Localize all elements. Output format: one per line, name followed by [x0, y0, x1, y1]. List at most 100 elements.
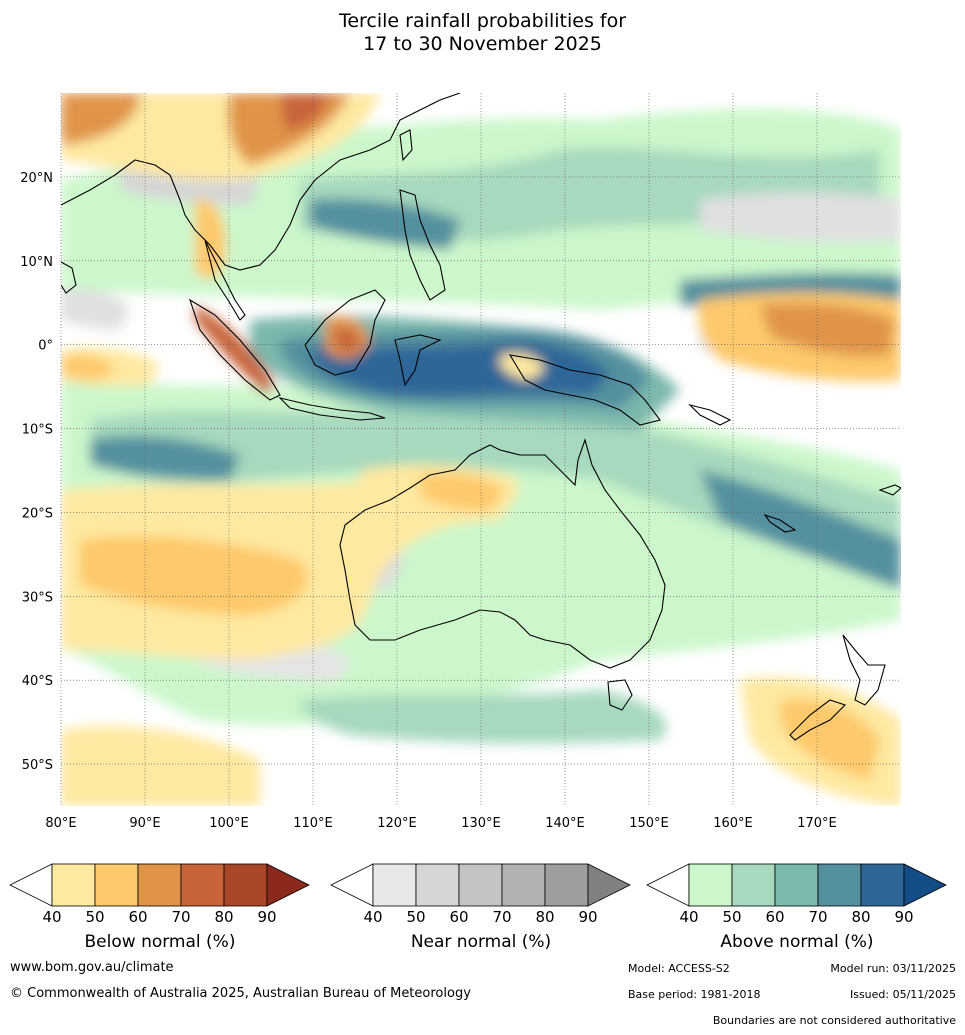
above-50-southern-ocean — [300, 690, 667, 744]
latitude-tick-label: 50°S — [22, 758, 53, 773]
colorbar-tick-label: 40 — [42, 908, 61, 926]
latitude-labels: 20°N 10°N 0° 10°S 20°S 30°S 40°S 50°S — [20, 171, 53, 773]
colorbar-0: 40 50 60 70 80 90 — [9, 863, 310, 926]
sumatra-coastline — [189, 298, 281, 401]
longitude-tick-label: 140°E — [545, 816, 585, 831]
model-run: Model run: 03/11/2025 — [830, 962, 956, 975]
malay-peninsula-coastline — [204, 239, 246, 321]
below-40-png-east — [500, 353, 545, 380]
colorbar-tick-label: 40 — [679, 908, 698, 926]
above-80-maritime — [310, 340, 610, 397]
longitude-tick-label: 160°E — [713, 816, 753, 831]
longitude-tick-label: 100°E — [209, 816, 249, 831]
colorbar-under-arrow — [9, 863, 53, 907]
longitude-tick-label: 120°E — [377, 816, 417, 831]
longitude-tick-label: 80°E — [45, 816, 76, 831]
below-70-borneo — [335, 328, 360, 353]
latitude-tick-label: 40°S — [22, 674, 53, 689]
latitude-tick-label: 30°S — [22, 590, 53, 605]
colorbar-tick-label: 60 — [765, 908, 784, 926]
title-line-1: Tercile rainfall probabilities for — [338, 10, 627, 32]
colorbar-segment — [731, 863, 776, 907]
below-50-eq-indian — [61, 354, 115, 380]
colorbar-segment — [688, 863, 733, 907]
latitude-tick-label: 0° — [38, 339, 53, 354]
colorbars: 40 50 60 70 80 90 40 50 60 70 80 90 40 50 60 70 80 90 — [9, 863, 947, 926]
colorbar-segment — [223, 863, 268, 907]
colorbar-2: 40 50 60 70 80 90 — [646, 863, 947, 926]
sulawesi-coastline — [394, 334, 442, 387]
sri-lanka-coastline — [61, 261, 77, 294]
near-normal-patch-3 — [61, 288, 130, 330]
near-normal-label: Near normal (%) — [410, 932, 552, 952]
above-normal-label: Above normal (%) — [720, 932, 874, 952]
longitude-tick-label: 130°E — [461, 816, 501, 831]
colorbar-segment — [137, 863, 182, 907]
latitude-tick-label: 20°S — [22, 506, 53, 521]
colorbar-segment — [372, 863, 417, 907]
latitude-tick-label: 20°N — [20, 171, 53, 186]
colorbar-tick-label: 70 — [808, 908, 827, 926]
colorbar-tick-label: 50 — [85, 908, 104, 926]
colorbar-tick-label: 90 — [578, 908, 597, 926]
base-period: Base period: 1981-2018 — [628, 988, 761, 1001]
colorbar-segment — [180, 863, 225, 907]
below-60-sumatra — [195, 305, 275, 395]
colorbar-segment — [51, 863, 96, 907]
issued-date: Issued: 05/11/2025 — [849, 988, 956, 1001]
colorbar-tick-label: 80 — [851, 908, 870, 926]
solomon-islands — [688, 403, 732, 426]
new-zealand-south-island — [789, 699, 847, 741]
below-60-asia — [61, 93, 140, 145]
taiwan-coastline — [399, 129, 413, 162]
colorbar-segment — [817, 863, 862, 907]
colorbar-tick-label: 60 — [128, 908, 147, 926]
longitude-labels: 80°E 90°E 100°E 110°E 120°E 130°E 140°E 150°E 16… — [45, 816, 836, 831]
colorbar-tick-label: 90 — [257, 908, 276, 926]
near-normal-patch-2 — [700, 192, 901, 242]
colorbar-over-arrow — [266, 863, 310, 907]
colorbar-tick-label: 90 — [894, 908, 913, 926]
above-70-south-pacific — [700, 470, 901, 590]
website-link[interactable]: www.bom.gov.au/climate — [10, 960, 174, 975]
below-70-china — [280, 93, 330, 130]
longitude-tick-label: 170°E — [797, 816, 837, 831]
title-line-2: 17 to 30 November 2025 — [363, 33, 602, 55]
below-50-south-indian — [80, 536, 308, 615]
fiji — [878, 484, 901, 496]
below-50-indochina — [195, 199, 226, 279]
australia-coastline — [339, 438, 666, 669]
below-40-far-south — [61, 726, 260, 806]
below-60-central-pacific — [760, 303, 895, 357]
above-50-region — [90, 408, 901, 580]
new-guinea-coastline — [508, 354, 661, 426]
colorbar-over-arrow — [903, 863, 947, 907]
model-name: Model: ACCESS-S2 — [628, 962, 730, 975]
latitude-tick-label: 10°S — [22, 423, 53, 438]
colorbar-tick-label: 70 — [171, 908, 190, 926]
colorbar-segment — [544, 863, 589, 907]
colorbar-tick-label: 80 — [214, 908, 233, 926]
colorbar-tick-label: 80 — [535, 908, 554, 926]
longitude-tick-label: 150°E — [629, 816, 669, 831]
above-70-indian-ocean — [90, 435, 240, 480]
colorbar-1: 40 50 60 70 80 90 — [330, 863, 631, 926]
longitude-tick-label: 90°E — [129, 816, 160, 831]
java-coastline — [278, 397, 386, 421]
above-70-north-pacific — [310, 198, 460, 250]
philippines-coastline — [399, 189, 446, 301]
colorbar-tick-label: 70 — [492, 908, 511, 926]
below-normal-label: Below normal (%) — [84, 932, 236, 952]
colorbar-under-arrow — [330, 863, 374, 907]
latitude-tick-label: 10°N — [20, 255, 53, 270]
new-caledonia — [763, 513, 797, 533]
new-zealand-north-island — [842, 634, 886, 706]
longitude-tick-label: 110°E — [293, 816, 333, 831]
colorbar-tick-label: 50 — [406, 908, 425, 926]
colorbar-segment — [501, 863, 546, 907]
gridlines — [60, 93, 901, 806]
colorbar-tick-label: 50 — [722, 908, 741, 926]
colorbar-tick-label: 60 — [449, 908, 468, 926]
colorbar-segment — [860, 863, 905, 907]
